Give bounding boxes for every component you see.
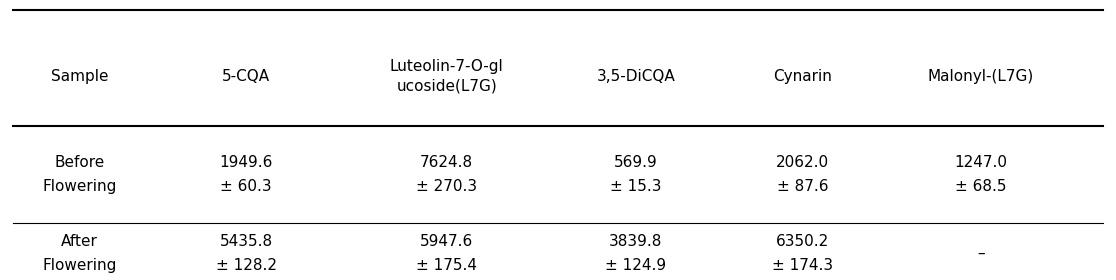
- Text: 3839.8
± 124.9: 3839.8 ± 124.9: [605, 234, 666, 273]
- Text: 7624.8
± 270.3: 7624.8 ± 270.3: [416, 155, 478, 194]
- Text: Cynarin: Cynarin: [773, 69, 833, 84]
- Text: 3,5-DiCQA: 3,5-DiCQA: [597, 69, 675, 84]
- Text: 569.9
± 15.3: 569.9 ± 15.3: [610, 155, 662, 194]
- Text: –: –: [978, 246, 984, 261]
- Text: 1247.0
± 68.5: 1247.0 ± 68.5: [954, 155, 1008, 194]
- Text: 5-CQA: 5-CQA: [222, 69, 270, 84]
- Text: Before
Flowering: Before Flowering: [42, 155, 116, 194]
- Text: 2062.0
± 87.6: 2062.0 ± 87.6: [777, 155, 829, 194]
- Text: Luteolin-7-O-gl
ucoside(L7G): Luteolin-7-O-gl ucoside(L7G): [389, 59, 503, 94]
- Text: After
Flowering: After Flowering: [42, 234, 116, 273]
- Text: 5435.8
± 128.2: 5435.8 ± 128.2: [215, 234, 277, 273]
- Text: 5947.6
± 175.4: 5947.6 ± 175.4: [416, 234, 478, 273]
- Text: Malonyl-(L7G): Malonyl-(L7G): [927, 69, 1035, 84]
- Text: 6350.2
± 174.3: 6350.2 ± 174.3: [772, 234, 834, 273]
- Text: Sample: Sample: [50, 69, 108, 84]
- Text: 1949.6
± 60.3: 1949.6 ± 60.3: [220, 155, 273, 194]
